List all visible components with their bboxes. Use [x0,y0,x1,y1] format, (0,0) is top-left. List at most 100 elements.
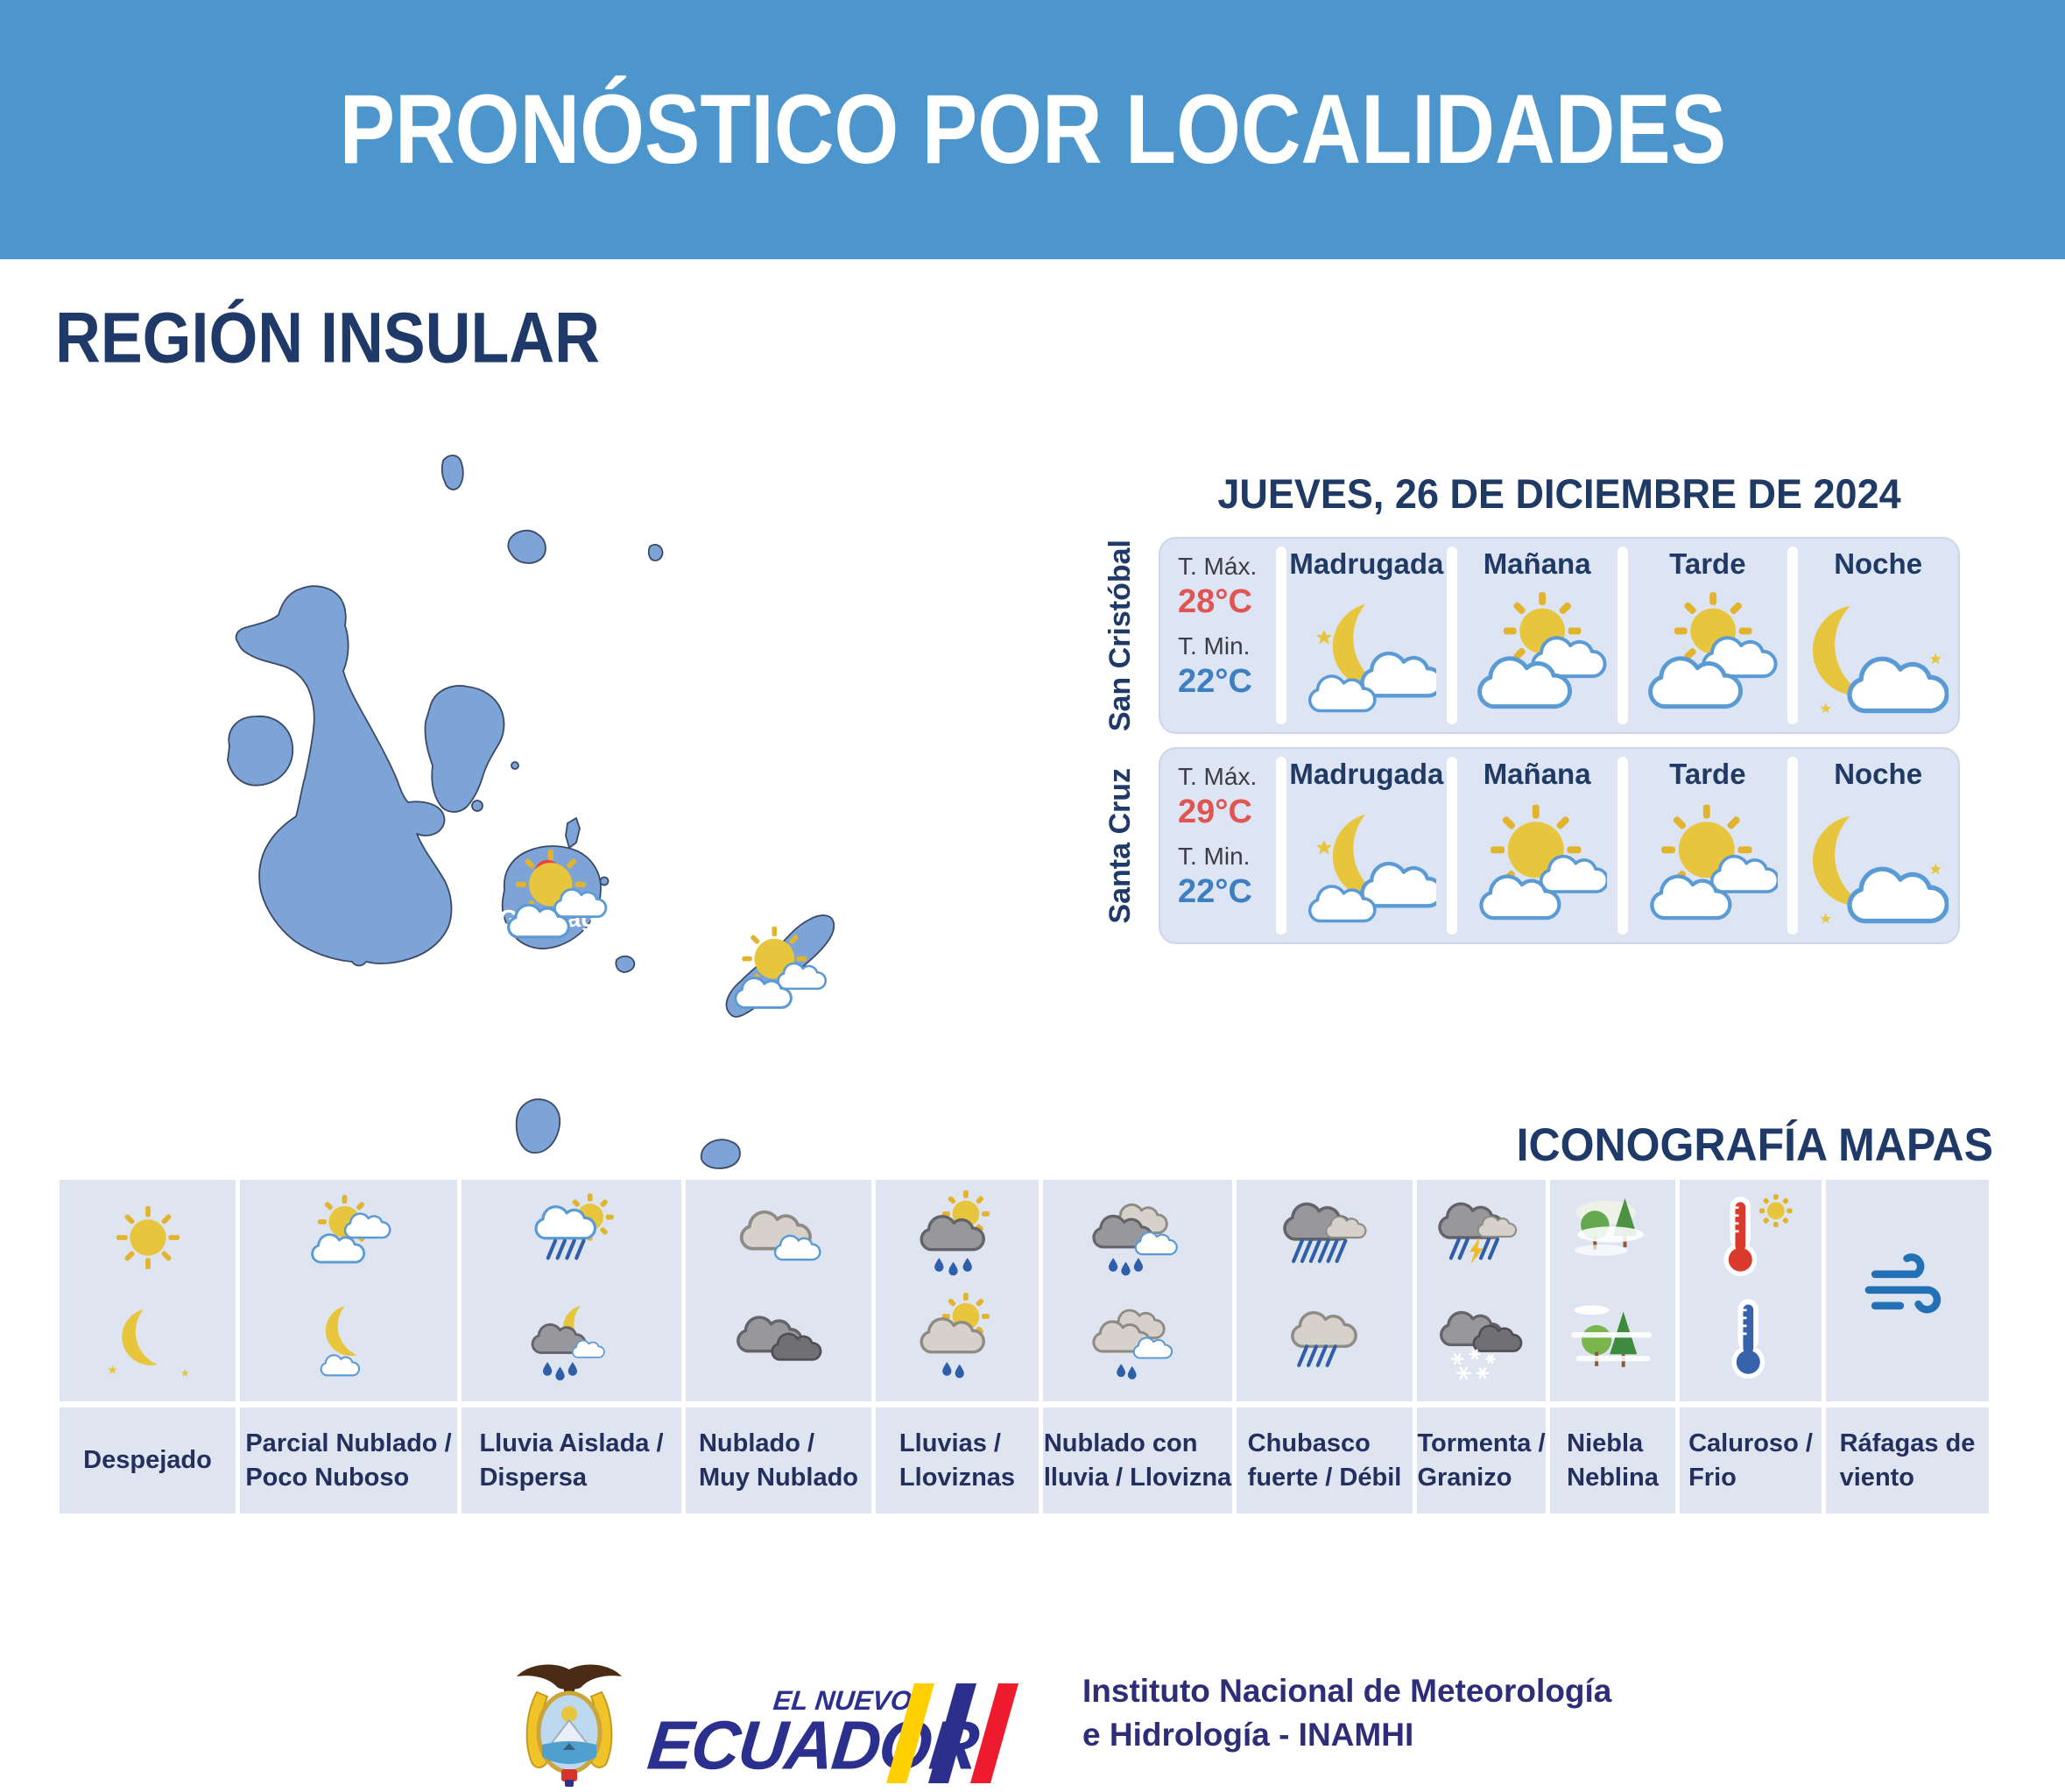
moon-darkcloud-drops-icon [520,1293,624,1392]
inamhi-name: Instituto Nacional de Meteorología e Hid… [1082,1669,1611,1757]
temperature-column: T. Máx. 28°C T. Min. 22°C [1160,539,1276,732]
two-dark-clouds-icon [727,1293,830,1392]
legend-icons-cell [1043,1180,1232,1401]
tmin-label: T. Min. [1178,843,1251,870]
legend-icons-cell [1417,1180,1546,1401]
legend-label-cell: Despejado [60,1407,236,1513]
sun-behind-clouds-icon [1467,581,1607,732]
period-madrugada: Madrugada [1286,749,1447,942]
moon-star-clouds-icon [1296,581,1437,732]
galapagos-map: Galápagos [227,455,835,1169]
legend-icons-cell [462,1180,681,1401]
storm-lightning-icon [1430,1190,1533,1289]
legend-column: Parcial Nublado / Poco Nuboso [240,1180,457,1513]
moon-cloud-night-icon [1808,581,1949,732]
island-baltra [565,817,581,849]
column-divider [1276,547,1286,724]
legend-column: Lluvia Aislada / Dispersa [462,1180,681,1513]
island-floreana [515,1098,561,1154]
tmin-value: 22°C [1178,663,1252,700]
sun-graycloud-drops3-icon [906,1189,1009,1289]
two-light-clouds-icon [727,1190,830,1289]
legend-label: Tormenta / Granizo [1417,1429,1546,1492]
tmin-label: T. Min. [1178,632,1251,660]
tmin-value: 22°C [1178,873,1252,910]
map-weather-icon-santa-cruz [507,849,608,939]
inamhi-line1: Instituto Nacional de Meteorología [1082,1673,1612,1709]
tmax-label: T. Máx. [1178,553,1258,580]
legend-column: Ráfagas de viento [1826,1180,1989,1513]
legend-column: Despejado [60,1180,236,1513]
legend-label-cell: Nublado / Muy Nublado [686,1407,871,1513]
period-manana: Mañana [1457,749,1617,942]
clouds-rain2-icon [1086,1293,1189,1392]
island-isabela [235,585,453,967]
moon-cloud-night-icon [1808,791,1949,942]
legend-label-cell: Chubasco fuerte / Débil [1237,1407,1413,1513]
period-manana: Mañana [1457,539,1617,732]
legend-icons-cell [1237,1180,1413,1401]
legend-label: Despejado [83,1446,212,1475]
legend-label-cell: Lluvia Aislada / Dispersa [462,1407,681,1513]
cloud-heavy-rain-icon [1273,1190,1377,1289]
temperature-column: T. Máx. 29°C T. Min. 22°C [1160,749,1276,942]
legend-icons-cell [60,1180,236,1401]
location-label-san-cristobal: San Cristóbal [1103,539,1137,732]
legend-column: Tormenta / Granizo [1417,1180,1546,1513]
legend-icons-cell [240,1180,457,1401]
trees-fog-1-icon [1561,1190,1665,1289]
legend-column: Niebla Neblina [1550,1180,1675,1513]
period-madrugada: Madrugada [1286,539,1447,732]
moon-stars-icon [96,1293,200,1392]
period-noche: Noche [1798,749,1958,942]
legend-label: Nublado con lluvia / Llovizna [1043,1429,1232,1492]
legend-table: Despejado Parcial Nublado / Poco Nuboso Ll… [60,1180,1989,1513]
header-banner: PRONÓSTICO POR LOCALIDADES [0,0,2065,259]
island-marchena [507,529,546,564]
legend-label: Lluvias / Lloviznas [899,1429,1016,1492]
legend-column: Lluvias / Lloviznas [876,1180,1039,1513]
map-weather-icon-san-cristobal [734,926,828,1009]
legend-label: Chubasco fuerte / Débil [1247,1429,1402,1492]
legend-label: Parcial Nublado / Poco Nuboso [245,1429,452,1492]
island-genovesa [647,544,664,561]
island-santiago [424,685,505,813]
cloud-light-rain-icon [1273,1293,1377,1392]
legend-label: Ráfagas de viento [1839,1429,1976,1492]
wind-icon [1856,1241,1959,1340]
forecast-card-santa-cruz: T. Máx. 29°C T. Min. 22°C Madrugada Maña… [1159,747,1960,944]
legend-icons-cell [1826,1180,1989,1401]
legend-label-cell: Caluroso / Frio [1680,1407,1822,1513]
tmax-label: T. Máx. [1178,763,1258,790]
clouds-hail-icon [1430,1293,1533,1392]
islet-daphne [511,761,519,770]
legend-icons-cell [686,1180,871,1401]
period-noche: Noche [1798,539,1958,732]
location-label-santa-cruz: Santa Cruz [1103,767,1137,924]
clouds-rain3-icon [1086,1190,1189,1289]
sun-behind-clouds-icon [1638,581,1778,732]
moon-small-cloud-icon [297,1293,400,1392]
page-title: PRONÓSTICO POR LOCALIDADES [339,74,1726,185]
islet-plaza [599,876,610,886]
legend-label-cell: Tormenta / Granizo [1417,1407,1546,1513]
sun-two-clouds-icon [297,1190,400,1289]
island-santa-fe [615,955,636,973]
column-divider [1617,547,1628,724]
sun-clouds-icon [1467,791,1608,942]
region-title: REGIÓN INSULAR [55,297,600,378]
brand-stripes [886,1683,1018,1783]
column-divider [1446,547,1457,724]
column-divider [1446,757,1457,935]
legend-icons-cell [1550,1180,1675,1401]
trees-fog-2-icon [1561,1293,1665,1392]
column-divider [1787,757,1799,935]
legend-label-cell: Lluvias / Lloviznas [876,1407,1039,1513]
island-fernandina [227,716,293,787]
legend-column: Nublado / Muy Nublado [686,1180,871,1513]
legend-label: Nublado / Muy Nublado [698,1429,859,1492]
legend-title: ICONOGRAFÍA MAPAS [1516,1118,1993,1171]
legend-label: Niebla Neblina [1567,1429,1659,1492]
column-divider [1276,757,1286,935]
